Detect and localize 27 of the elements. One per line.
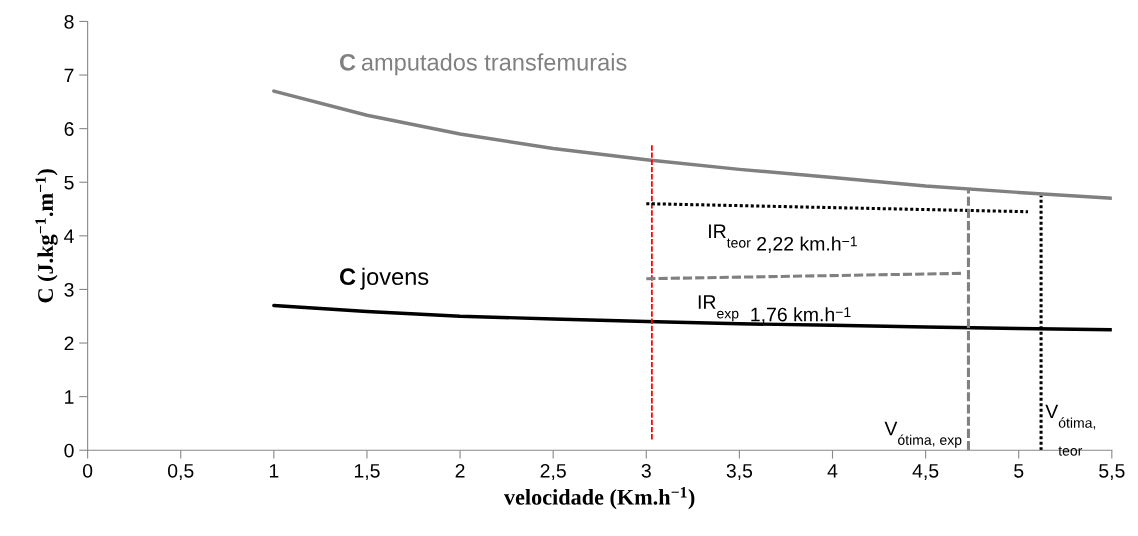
y-tick-label: 4 — [64, 229, 74, 243]
x-tick-label: 1,5 — [354, 464, 380, 481]
y-tick-label: 5 — [64, 175, 74, 190]
text: Vótima, teor — [1045, 404, 1096, 456]
x-tick-label: 1 — [269, 464, 279, 478]
x-tick-label: 0,5 — [167, 463, 194, 481]
x-tick-label: 4 — [827, 464, 838, 478]
x-axis-title: velocidade (Km.h$^{−1}$) — [503, 487, 695, 510]
x-tick-label: 4,5 — [912, 464, 939, 481]
y-tick-label: 7 — [64, 68, 74, 83]
x-tick-label: 2,5 — [540, 463, 566, 481]
y-tick-label: 8 — [64, 14, 74, 29]
x-tick-label: 0 — [82, 463, 93, 478]
series-label: C amputados transfemurais — [339, 53, 627, 76]
y-axis-title: C (J.kg$^{−1}$.m$^{−1}$) — [35, 169, 58, 303]
y-tick-label: 0 — [64, 443, 74, 458]
y-tick-label: 2 — [64, 336, 74, 351]
x-tick-label: 5 — [1014, 464, 1024, 478]
x-tick-label: 3,5 — [726, 463, 753, 481]
y-tick-label: 3 — [64, 282, 74, 297]
y-tick-label: 1 — [65, 390, 74, 404]
x-tick-label: 2 — [455, 463, 465, 478]
x-tick-label: 3 — [641, 463, 651, 478]
series-label: C jovens — [339, 267, 429, 290]
y-tick-label: 6 — [64, 122, 74, 136]
x-tick-label: 5,5 — [1099, 464, 1125, 481]
annotation: Vótima, exp — [884, 421, 962, 448]
